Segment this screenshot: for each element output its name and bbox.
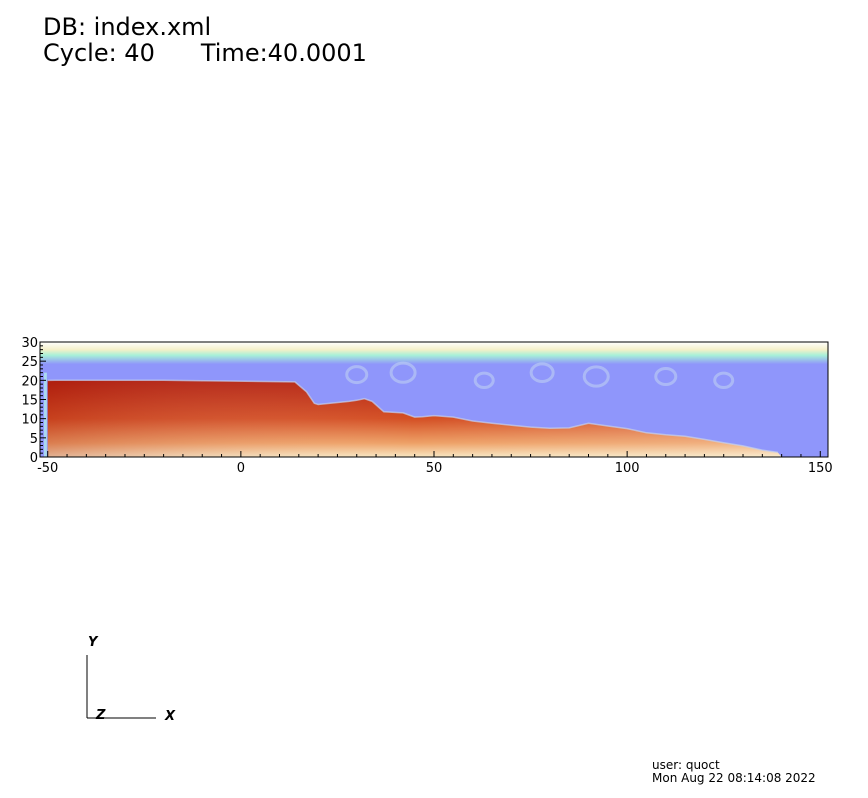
x-tick-label: 50 (426, 461, 443, 476)
triad-z-label: Z (95, 708, 106, 723)
y-tick-label: 30 (21, 336, 38, 351)
x-tick-label: 0 (237, 461, 245, 476)
plot-area[interactable]: -50 0 50 100 150 0 5 10 15 20 25 30 (0, 330, 868, 480)
cycle-time-label: Cycle: 40 Time:40.0001 (43, 39, 367, 67)
x-tick-label: 150 (808, 461, 833, 476)
time-label: Time:40.0001 (200, 39, 367, 67)
x-axis-tick-labels: -50 0 50 100 150 (37, 461, 833, 476)
y-tick-label: 5 (30, 432, 38, 447)
y-tick-label: 20 (21, 374, 38, 389)
swirl-2 (473, 371, 495, 390)
swirl-1 (389, 361, 417, 384)
axis-triad: Y Z X (86, 635, 176, 724)
swirl-3 (529, 362, 555, 383)
database-label: DB: index.xml (43, 13, 212, 41)
y-axis-tick-labels: 0 5 10 15 20 25 30 (21, 336, 38, 466)
swirl-0 (345, 365, 369, 385)
y-axis-ticks (40, 341, 46, 458)
cycle-label: Cycle: 40 (43, 39, 155, 67)
user-label: user: quoct (652, 758, 720, 772)
interface-band (40, 342, 828, 365)
surface-edge (47, 379, 778, 454)
y-tick-label: 25 (21, 355, 38, 370)
triad-y-label: Y (88, 635, 99, 650)
x-tick-label: -50 (37, 461, 58, 476)
x-tick-label: 100 (615, 461, 640, 476)
swirl-5 (654, 367, 678, 386)
triad-x-label: X (164, 709, 176, 724)
vortex-swirls (345, 361, 735, 390)
y-tick-label: 10 (21, 413, 38, 428)
y-tick-label: 0 (30, 451, 38, 466)
swirl-6 (713, 371, 735, 390)
left-wall (43, 372, 47, 457)
y-tick-label: 15 (21, 394, 38, 409)
date-label: Mon Aug 22 08:14:08 2022 (652, 771, 816, 785)
swirl-4 (582, 365, 610, 388)
top-band (40, 342, 828, 365)
x-axis-ticks (47, 451, 821, 457)
solid-shade (47, 380, 782, 457)
